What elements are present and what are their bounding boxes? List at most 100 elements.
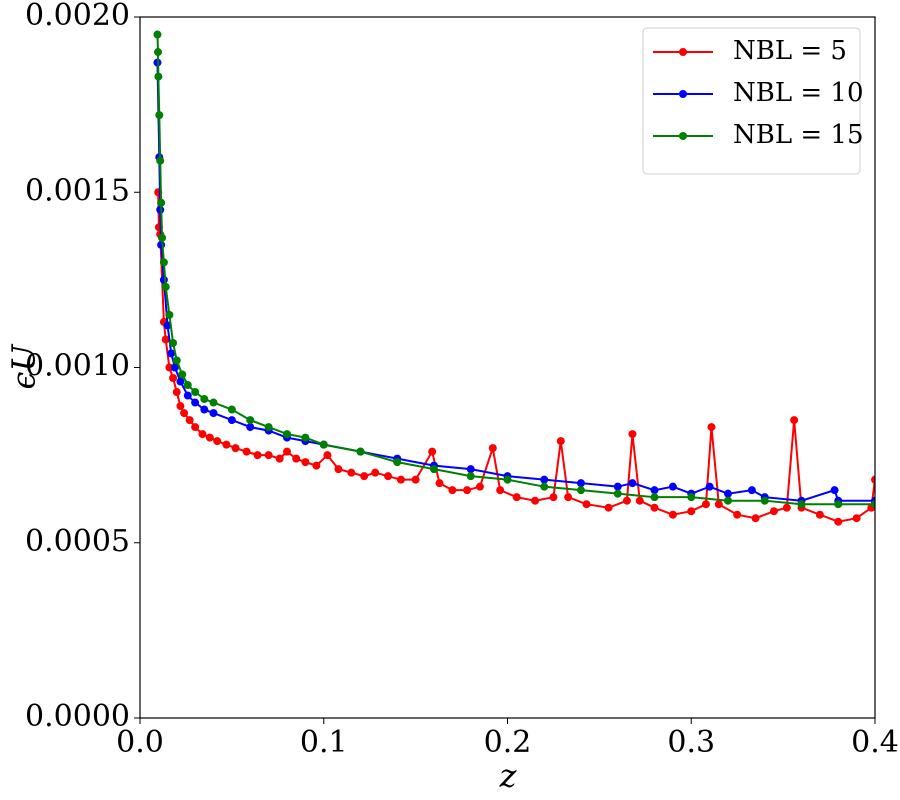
data-point [227,405,236,414]
data-point [628,479,637,488]
data-point [724,489,732,498]
data-point [834,517,843,526]
data-point [172,388,181,397]
data-point [790,416,799,425]
data-point [604,503,613,512]
data-point [209,398,218,407]
data-point [209,409,218,418]
data-point [157,240,166,249]
data-point [834,500,843,509]
data-point [503,475,512,484]
legend-marker [679,90,687,98]
data-point [577,486,585,495]
y-tick-label: 0.0015 [25,173,130,208]
y-tick-label: 0.0000 [25,699,130,734]
data-point [556,437,565,446]
data-point [169,338,178,347]
data-point [200,395,209,404]
data-point [172,356,181,365]
data-point [540,475,549,484]
data-point [613,489,622,498]
data-point [628,430,637,439]
data-point [156,156,165,165]
data-point [159,275,168,284]
data-point [747,486,756,495]
data-point [246,416,255,425]
legend: NBL = 5 NBL = 10 NBL = 15 [642,27,864,175]
data-point [170,363,179,372]
legend-label: NBL = 15 [733,120,864,150]
data-point [153,30,162,39]
data-point [531,496,540,505]
data-point [156,205,165,214]
data-point [769,507,778,516]
data-point [871,500,875,509]
data-point [466,472,475,481]
data-point [714,500,723,509]
x-tick-label: 0.2 [484,725,532,760]
data-point [253,451,262,460]
data-point [512,493,521,502]
data-point [701,500,710,509]
series-line [157,192,875,523]
x-axis-label: z [499,757,518,795]
data-point [275,454,284,463]
data-point [760,496,769,505]
data-point [852,514,861,523]
series-line [156,34,875,506]
data-point [165,363,174,372]
data-point [334,465,343,474]
data-point [540,482,549,491]
data-point [158,233,167,242]
data-point [635,496,644,505]
data-point [384,472,393,481]
data-point [283,430,291,439]
data-point [264,451,273,460]
data-point [707,423,716,432]
data-point [751,514,760,523]
data-point [496,486,505,495]
data-point [488,444,497,453]
data-point [191,398,200,407]
data-point [687,493,696,502]
data-point [283,447,291,456]
x-tick-label: 0.3 [667,725,715,760]
data-point [213,437,222,446]
data-point [347,468,356,477]
data-point [312,461,321,470]
data-point [393,458,402,467]
data-point [733,510,742,519]
data-point [724,496,732,505]
data-point [371,468,380,477]
data-point [227,416,236,425]
legend-marker [679,132,687,140]
data-point [360,472,369,481]
data-point [435,479,444,488]
data-point [292,454,301,463]
data-point [668,482,677,491]
data-point [650,486,659,495]
data-point [411,475,420,484]
data-point [448,486,457,495]
data-point [430,465,438,474]
data-point [577,479,585,488]
x-tick-label: 0.0 [116,725,164,760]
data-point [200,405,209,414]
data-point [830,486,839,495]
data-point [301,458,310,467]
data-point [396,475,405,484]
data-point [622,496,631,505]
data-point [475,482,484,491]
data-point [301,433,310,442]
data-point [167,349,176,358]
legend-box [642,27,861,175]
data-point [159,258,168,267]
data-point [246,423,255,432]
data-point [797,500,806,509]
data-point [782,503,791,512]
data-point [165,310,174,319]
data-point [161,282,170,291]
y-tick-label: 0.0010 [25,349,130,384]
legend-label: NBL = 5 [733,36,847,66]
data-point [356,447,365,456]
